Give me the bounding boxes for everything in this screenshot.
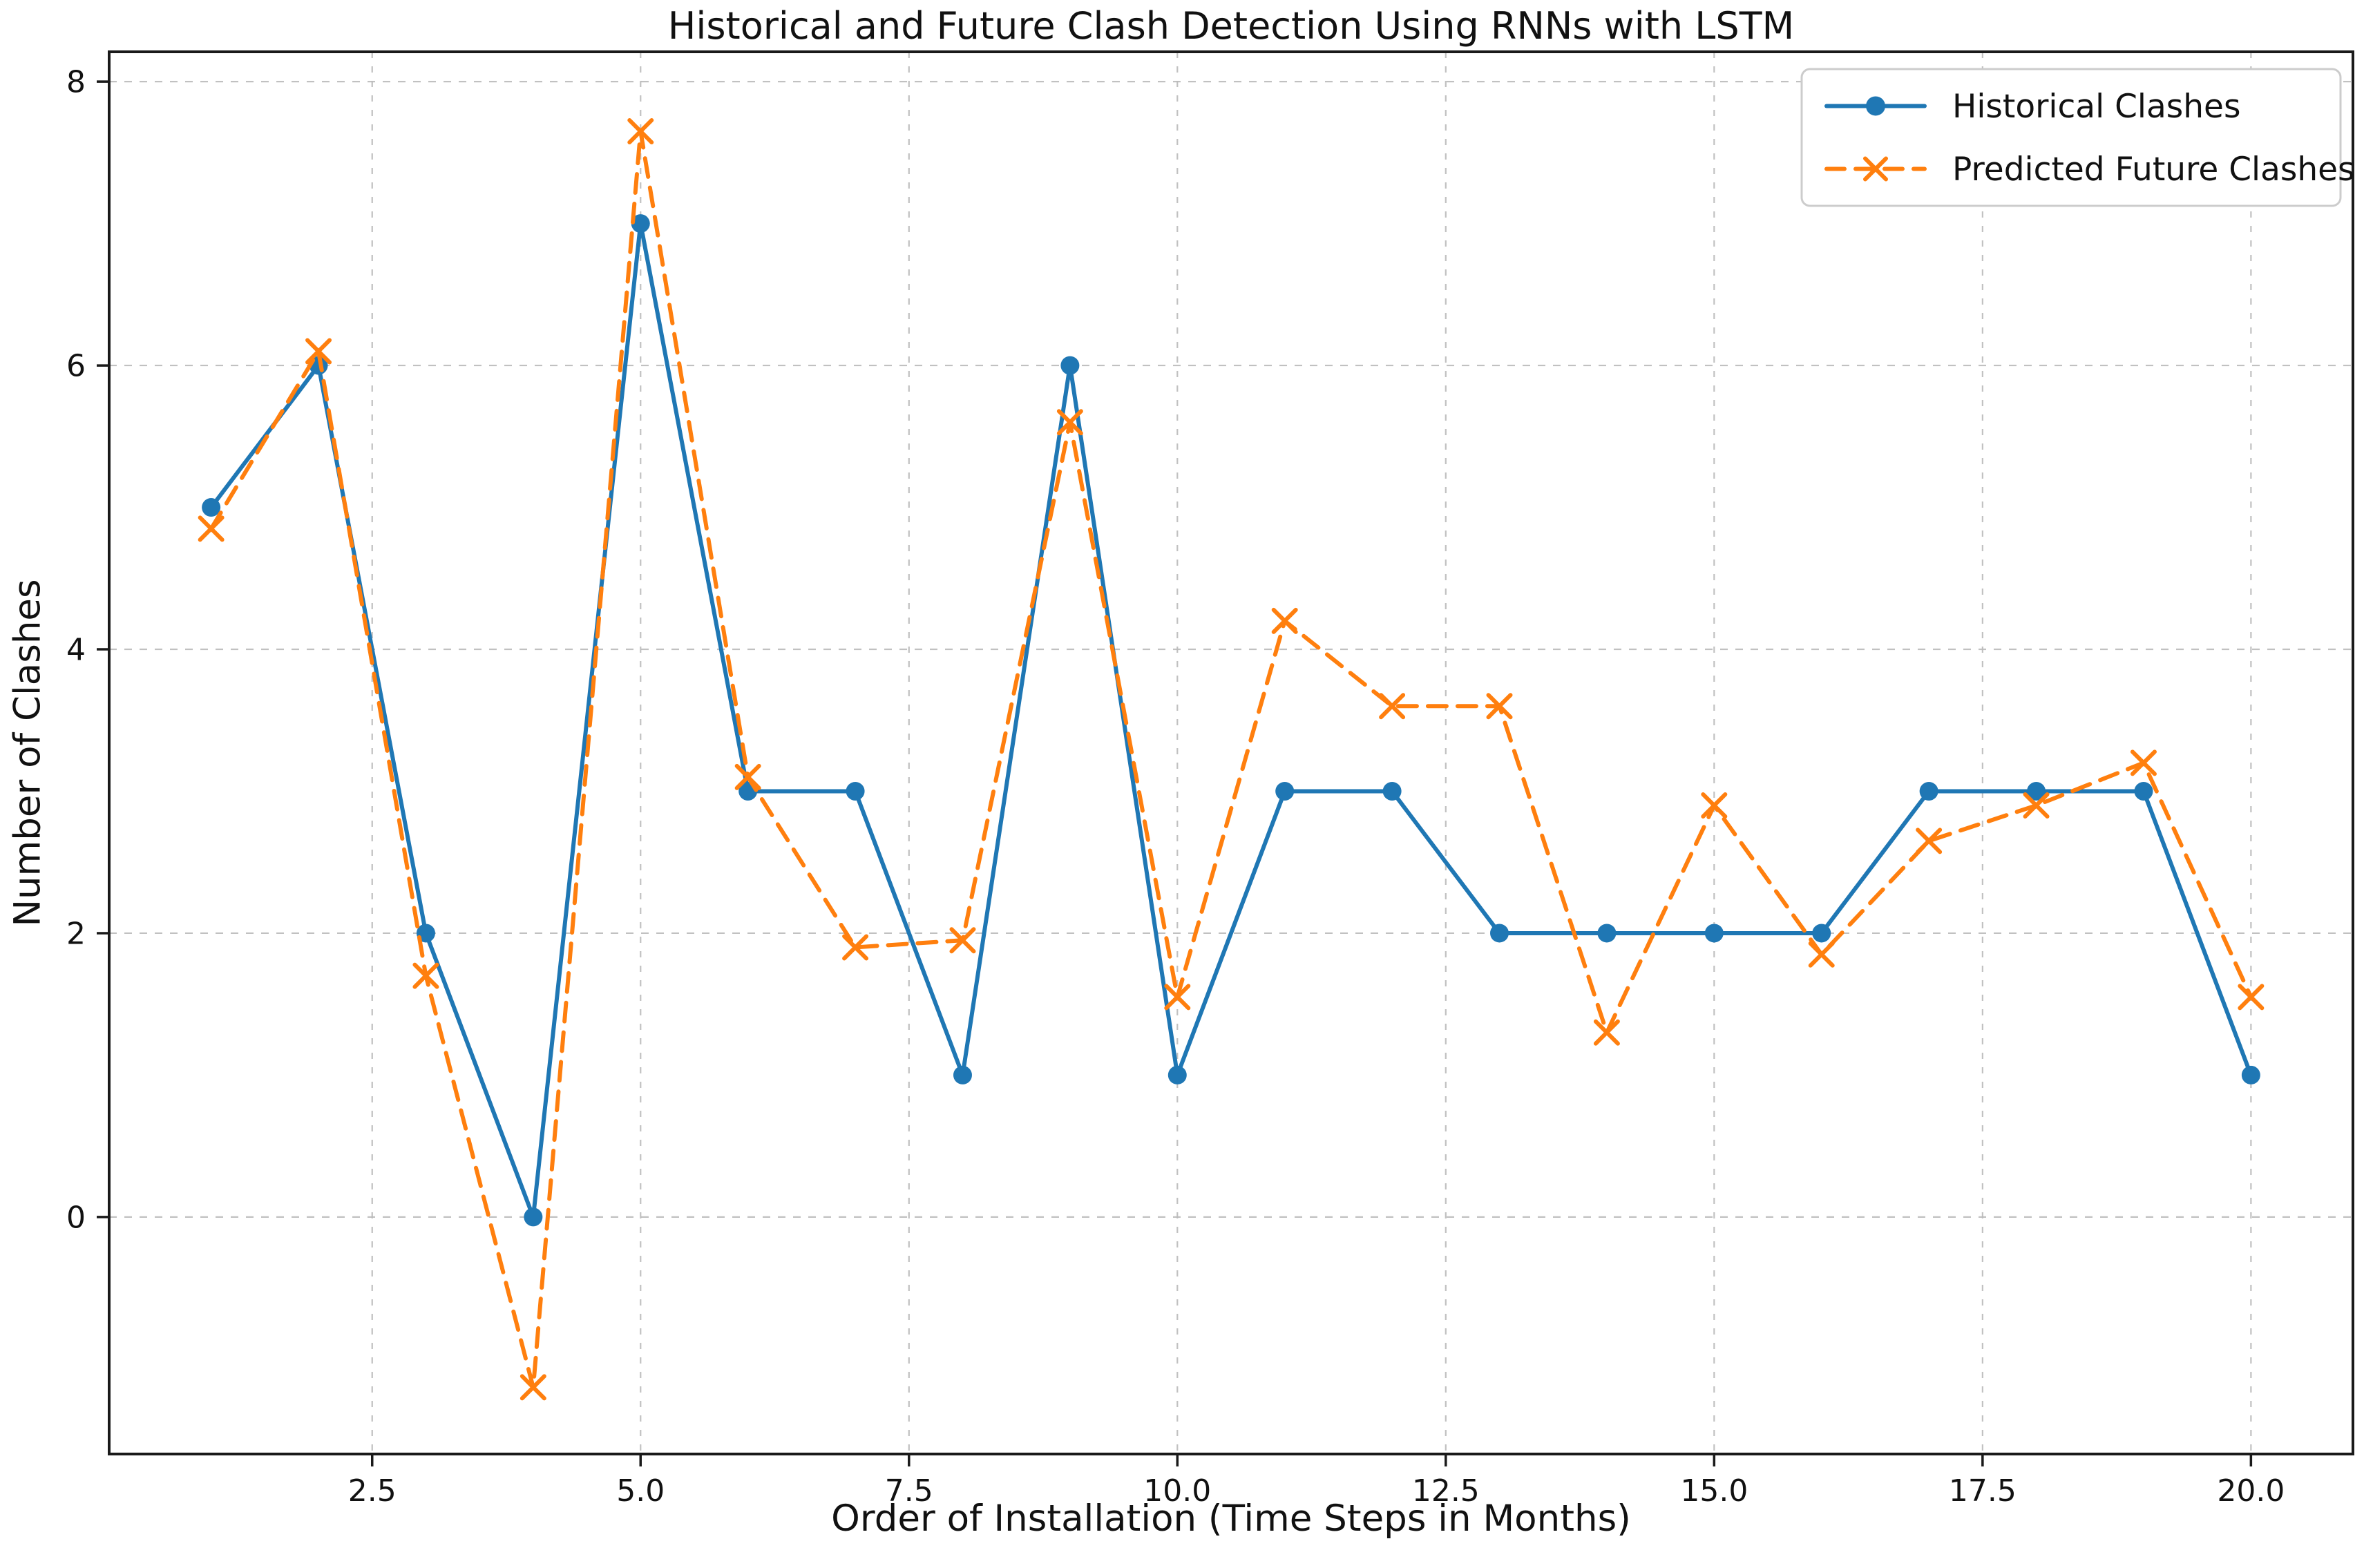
historical-point-marker — [524, 1207, 543, 1227]
historical-line — [209, 221, 2253, 1219]
predicted-point-marker — [412, 962, 439, 989]
predicted-point-marker — [1379, 693, 1406, 720]
historical-point-marker — [1704, 924, 1724, 943]
predicted-point-marker — [198, 515, 225, 542]
historical-point-marker — [1382, 781, 1402, 801]
y-axis-label: Number of Clashes — [6, 579, 49, 927]
legend-circle-marker-icon — [1866, 96, 1885, 116]
x-tick-label: 20.0 — [2217, 1473, 2285, 1509]
predicted-point-marker — [627, 118, 654, 145]
historical-point-marker — [2027, 781, 2046, 801]
legend-x-marker-icon — [1863, 156, 1888, 182]
legend-item-predicted-future-clashes: Predicted Future Clashes — [1824, 151, 2355, 189]
historical-point-marker — [1167, 1065, 1187, 1084]
axis-ticks: 2.5 5.0 7.5 10.0 12.5 15.0 17.5 20.0 0 2 4 6 8 — [66, 65, 2285, 1509]
axes-frame — [108, 50, 2354, 1455]
historical-point-marker — [1060, 356, 1080, 375]
x-tick-label: 2.5 — [348, 1473, 397, 1509]
historical-point-marker — [953, 1065, 972, 1084]
historical-point-marker — [1812, 924, 1831, 943]
legend-label: Historical Clashes — [1952, 88, 2240, 126]
historical-point-marker — [2241, 1065, 2260, 1084]
predicted-point-marker — [949, 927, 976, 954]
historical-point-marker — [2134, 781, 2153, 801]
historical-point-marker — [1490, 924, 1509, 943]
predicted-point-marker — [1916, 828, 1943, 854]
x-tick-label: 12.5 — [1412, 1473, 1480, 1509]
legend-label: Predicted Future Clashes — [1952, 151, 2355, 189]
predicted-point-marker — [1486, 693, 1513, 720]
predicted-point-marker — [1593, 1019, 1620, 1046]
legend-item-historical-clashes: Historical Clashes — [1824, 88, 2240, 126]
historical-point-marker — [1919, 781, 1938, 801]
x-tick-label: 17.5 — [1949, 1473, 2017, 1509]
historical-point-marker — [1597, 924, 1617, 943]
y-tick-label: 2 — [66, 916, 86, 951]
y-tick-label: 8 — [66, 65, 86, 100]
predicted-point-marker — [1808, 941, 1835, 968]
chart-title: Historical and Future Clash Detection Us… — [667, 4, 1795, 48]
legend-box — [1800, 68, 2342, 207]
predicted-point-marker — [1056, 409, 1083, 436]
predicted-point-marker — [2238, 984, 2265, 1011]
predicted-point-marker — [734, 763, 761, 790]
legend: Historical Clashes Predicted Future Clash… — [1800, 68, 2355, 207]
grid — [109, 52, 2353, 1454]
x-tick-label: 15.0 — [1680, 1473, 1748, 1509]
historical-point-marker — [1275, 781, 1295, 801]
predicted-point-marker — [519, 1374, 546, 1401]
series-predicted-future-clashes — [198, 118, 2265, 1401]
historical-point-marker — [631, 214, 650, 233]
predicted-line — [209, 129, 2253, 1390]
x-tick-label: 7.5 — [885, 1473, 933, 1509]
predicted-point-marker — [2130, 749, 2157, 776]
x-tick-label: 10.0 — [1143, 1473, 1211, 1509]
x-tick-label: 5.0 — [616, 1473, 665, 1509]
predicted-point-marker — [842, 934, 869, 961]
predicted-point-marker — [1701, 792, 1728, 819]
predicted-point-marker — [305, 338, 332, 365]
y-tick-label: 0 — [66, 1200, 86, 1235]
y-tick-label: 6 — [66, 349, 86, 384]
y-tick-label: 4 — [66, 633, 86, 668]
predicted-point-marker — [1271, 607, 1298, 634]
predicted-point-marker — [2023, 792, 2050, 819]
x-axis-label: Order of Installation (Time Steps in Mon… — [831, 1498, 1631, 1540]
historical-point-marker — [846, 781, 865, 801]
historical-point-marker — [202, 498, 221, 517]
predicted-point-marker — [1164, 984, 1191, 1011]
